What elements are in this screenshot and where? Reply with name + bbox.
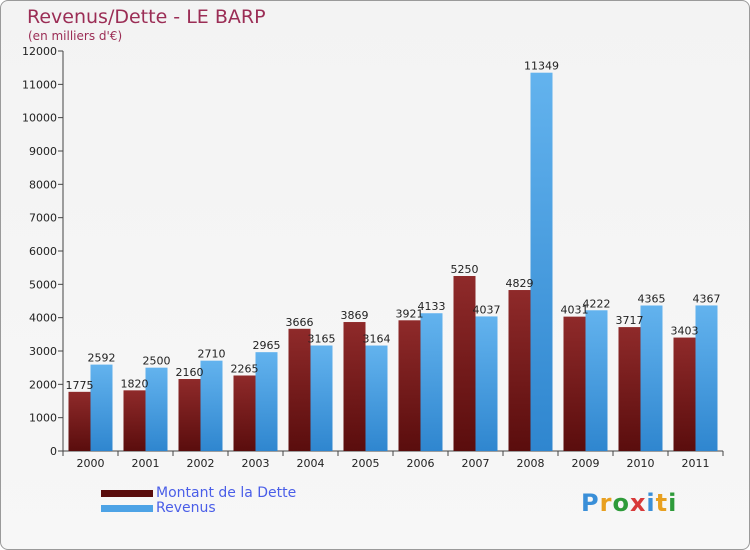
- y-tick-label: 6000: [29, 245, 57, 258]
- x-tick-label: 2007: [462, 457, 490, 470]
- chart-subtitle: (en milliers d'€): [28, 29, 123, 43]
- data-label-revenus: 2592: [88, 352, 116, 365]
- bar-revenus: [640, 305, 663, 451]
- bar-dette: [68, 391, 91, 451]
- data-label-revenus: 3165: [308, 333, 336, 346]
- logo-letter: o: [612, 489, 630, 517]
- data-label-revenus: 3164: [363, 333, 391, 346]
- logo-letter: r: [599, 489, 613, 517]
- bar-dette: [398, 320, 421, 451]
- bar-revenus: [585, 310, 608, 451]
- logo-letter: t: [655, 489, 669, 517]
- x-tick-label: 2004: [297, 457, 325, 470]
- bar-revenus: [475, 316, 498, 451]
- chart-title: Revenus/Dette - LE BARP: [27, 6, 266, 28]
- bar-dette: [123, 390, 146, 451]
- bar-revenus: [255, 352, 278, 451]
- data-label-revenus: 4367: [693, 292, 721, 305]
- legend-label-revenus: Revenus: [156, 500, 216, 516]
- bar-dette: [453, 276, 476, 451]
- y-tick-label: 12000: [22, 45, 57, 58]
- x-tick-label: 2010: [627, 457, 655, 470]
- data-label-dette: 3921: [396, 307, 424, 320]
- x-tick-label: 2008: [517, 457, 545, 470]
- bar-dette: [563, 316, 586, 451]
- legend-swatch-dette: [101, 490, 153, 497]
- data-label-dette: 2160: [176, 366, 204, 379]
- y-tick-label: 3000: [29, 345, 57, 358]
- bar-dette: [343, 322, 366, 451]
- y-tick-label: 0: [50, 445, 57, 458]
- y-tick-label: 4000: [29, 312, 57, 325]
- data-label-revenus: 11349: [524, 60, 559, 73]
- bar-revenus: [365, 345, 388, 451]
- x-tick-label: 2002: [187, 457, 215, 470]
- y-tick-label: 8000: [29, 178, 57, 191]
- bar-revenus: [310, 345, 333, 451]
- x-tick-label: 2003: [242, 457, 270, 470]
- data-label-dette: 4829: [506, 277, 534, 290]
- data-label-revenus: 2965: [253, 339, 281, 352]
- logo-letter: x: [629, 489, 647, 517]
- bar-revenus: [530, 72, 553, 451]
- bar-dette: [233, 375, 256, 451]
- bar-revenus: [200, 360, 223, 451]
- bar-dette: [618, 327, 641, 451]
- y-tick-label: 1000: [29, 412, 57, 425]
- y-tick-label: 7000: [29, 212, 57, 225]
- bar-dette: [178, 379, 201, 451]
- data-label-dette: 3869: [341, 309, 369, 322]
- logo-letter: i: [668, 489, 678, 517]
- bar-dette: [288, 328, 311, 451]
- logo-letter: i: [646, 489, 656, 517]
- data-label-revenus: 4133: [418, 300, 446, 313]
- data-label-dette: 5250: [451, 263, 479, 276]
- logo-letter: P: [581, 489, 600, 517]
- data-label-revenus: 4365: [638, 293, 666, 306]
- data-label-dette: 1820: [121, 377, 149, 390]
- data-label-dette: 3717: [616, 314, 644, 327]
- data-label-revenus: 4037: [473, 303, 501, 316]
- data-label-revenus: 4222: [583, 297, 611, 310]
- y-tick-label: 2000: [29, 378, 57, 391]
- bar-revenus: [90, 364, 113, 451]
- data-label-dette: 1775: [66, 379, 94, 392]
- x-tick-label: 2000: [77, 457, 105, 470]
- x-tick-label: 2011: [682, 457, 710, 470]
- data-label-dette: 2265: [231, 363, 259, 376]
- bar-dette: [508, 290, 531, 451]
- data-label-dette: 3403: [671, 325, 699, 338]
- chart-axes: 0 1000 2000 3000 4000 5000 6000 7000 8000 9000 100…: [22, 45, 724, 470]
- data-label-revenus: 2710: [198, 348, 226, 361]
- y-tick-label: 9000: [29, 145, 57, 158]
- chart-bars: [68, 72, 718, 451]
- bar-revenus: [695, 305, 718, 451]
- chart-data-labels: 1775 2592 1820 2500 2160 2710 2265 2965 3666 3165…: [66, 60, 721, 392]
- y-tick-label: 11000: [22, 78, 57, 91]
- bar-revenus: [145, 367, 168, 451]
- x-tick-label: 2005: [352, 457, 380, 470]
- bar-revenus: [420, 313, 443, 451]
- y-tick-label: 10000: [22, 112, 57, 125]
- x-tick-label: 2006: [407, 457, 435, 470]
- x-tick-label: 2001: [132, 457, 160, 470]
- proxiti-logo: Proxiti: [581, 489, 677, 517]
- y-tick-label: 5000: [29, 278, 57, 291]
- data-label-revenus: 2500: [143, 355, 171, 368]
- legend-swatch-revenus: [101, 505, 153, 512]
- x-tick-label: 2009: [572, 457, 600, 470]
- legend-label-dette: Montant de la Dette: [156, 485, 297, 501]
- bar-dette: [673, 337, 696, 451]
- data-label-dette: 3666: [286, 316, 314, 329]
- data-label-dette: 4031: [561, 304, 589, 317]
